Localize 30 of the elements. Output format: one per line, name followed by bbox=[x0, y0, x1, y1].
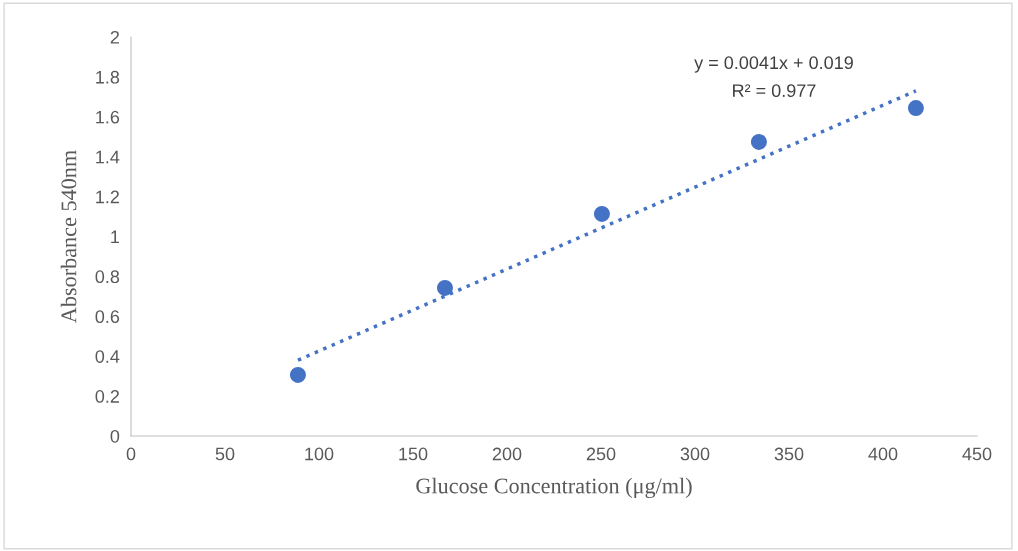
y-tick-label: 0.4 bbox=[95, 350, 120, 363]
x-axis-title: Glucose Concentration (μg/ml) bbox=[416, 477, 692, 499]
point bbox=[750, 133, 767, 150]
x-tick-label: 350 bbox=[774, 447, 804, 461]
x-tick-label: 300 bbox=[680, 447, 710, 461]
annotation: R² = 0.977 bbox=[733, 84, 816, 98]
x-tick-label: 150 bbox=[399, 447, 428, 461]
point bbox=[907, 100, 924, 117]
x-tick-label: 100 bbox=[305, 447, 334, 461]
annotation: y = 0.0041x + 0.019 bbox=[694, 56, 853, 73]
y-tick-label: 0.2 bbox=[95, 390, 119, 403]
x-tick-label: 50 bbox=[215, 447, 235, 461]
y-tick-label: 0.6 bbox=[95, 310, 120, 324]
y-tick-label: 1.6 bbox=[96, 110, 120, 124]
y-tick-label: 2 bbox=[110, 30, 119, 44]
point bbox=[593, 205, 610, 222]
x-tick-label: 0 bbox=[126, 447, 136, 461]
y-tick-label: 1.4 bbox=[96, 150, 120, 164]
point bbox=[289, 366, 306, 383]
x-tick-label: 450 bbox=[962, 447, 992, 461]
y-tick-label: 1.8 bbox=[96, 70, 120, 84]
y-tick-label: 0.8 bbox=[95, 270, 120, 284]
x-tick-label: 250 bbox=[586, 447, 616, 461]
x-tick-label: 400 bbox=[868, 447, 898, 461]
point bbox=[436, 279, 453, 296]
y-tick-label: 1 bbox=[111, 230, 120, 244]
y-tick-label: 1.2 bbox=[96, 190, 119, 204]
y-tick-label: 0 bbox=[110, 429, 120, 443]
y-axis-title: Absorbance 540nm bbox=[60, 150, 77, 323]
x-tick-label: 200 bbox=[492, 447, 522, 461]
